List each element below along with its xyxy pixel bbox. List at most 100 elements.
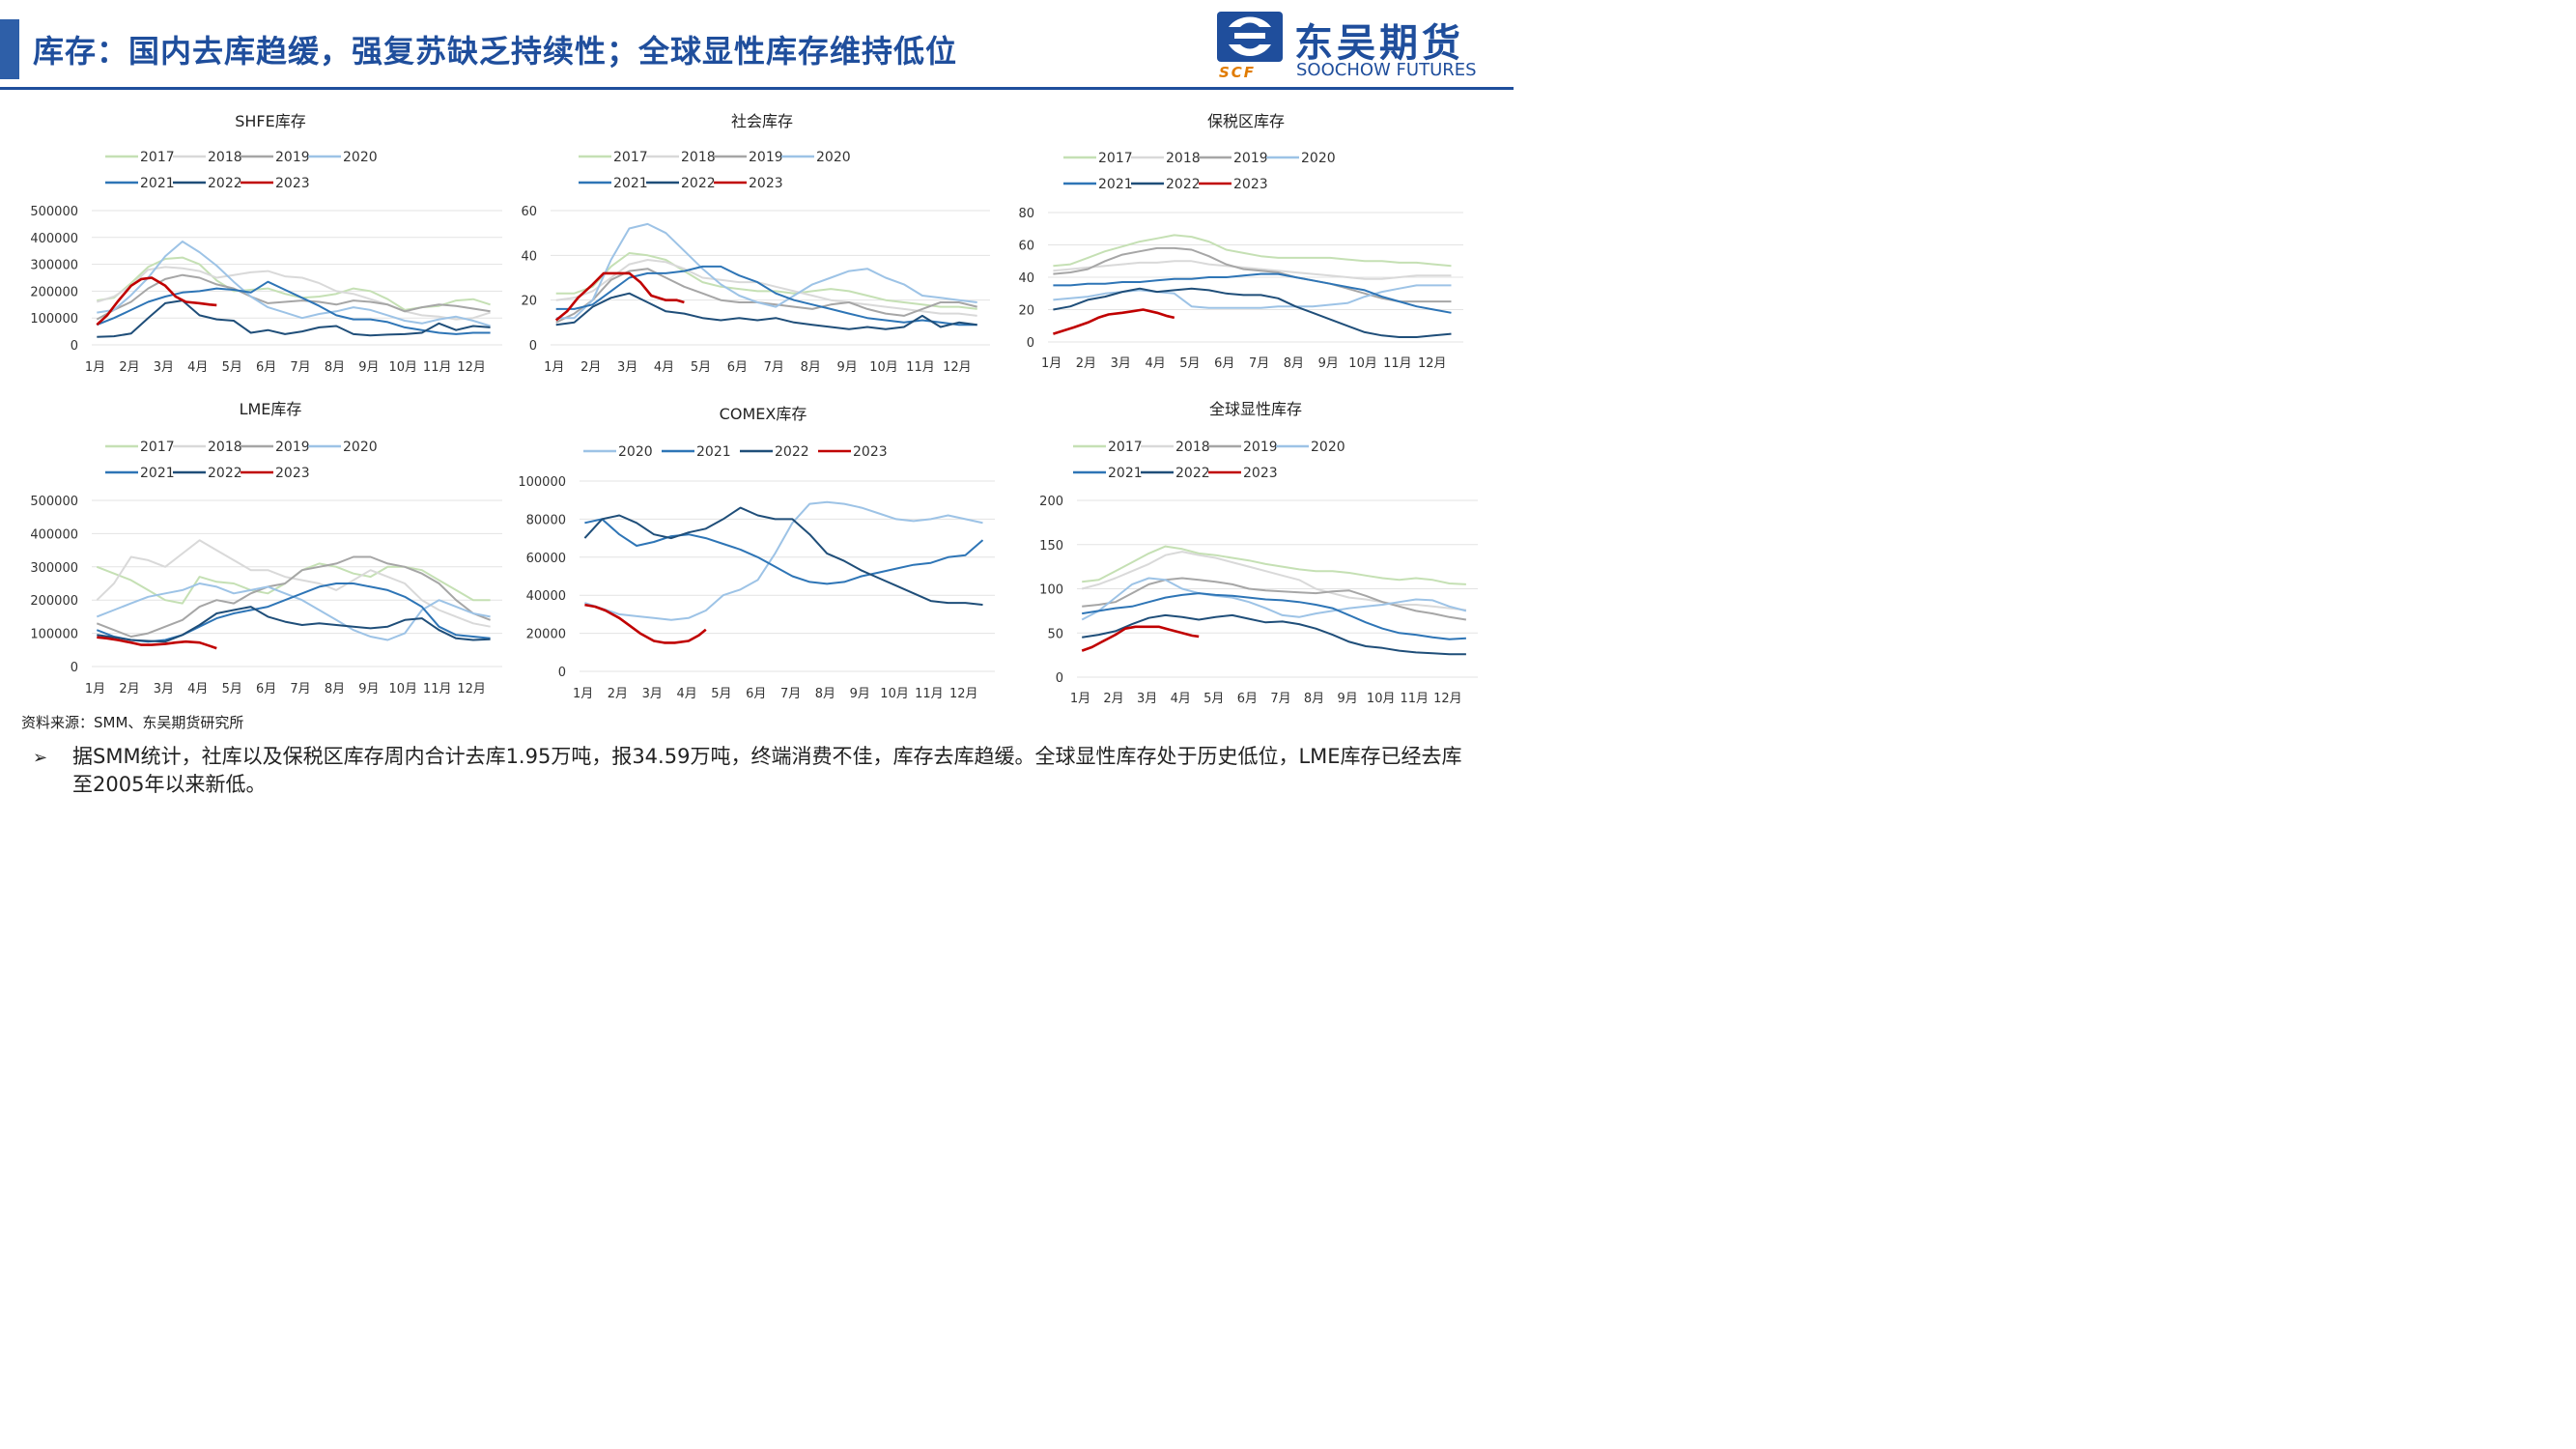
y-tick-label: 0 — [71, 661, 78, 675]
series-line-2022 — [583, 506, 983, 607]
series-line-2020 — [1053, 284, 1452, 309]
chart-title: SHFE库存 — [235, 112, 306, 130]
y-tick-label: 200 — [1039, 495, 1063, 509]
legend-label-2023: 2023 — [1243, 466, 1278, 481]
x-tick-label: 7月 — [1270, 692, 1290, 706]
x-tick-label: 1月 — [573, 687, 593, 701]
series-line-2021 — [96, 582, 491, 643]
x-tick-label: 9月 — [850, 687, 870, 701]
x-tick-label: 8月 — [815, 687, 835, 701]
x-tick-label: 8月 — [325, 360, 345, 375]
y-tick-label: 0 — [558, 666, 566, 680]
chart-lme-inventory: LME库存 2017 2018 2019 2020 2021 2022 2023 0 100000… — [30, 400, 502, 696]
x-tick-label: 4月 — [676, 687, 696, 701]
y-tick-label: 200000 — [30, 594, 78, 609]
y-tick-label: 0 — [529, 339, 537, 354]
header-divider — [0, 87, 1514, 90]
series-line-2022 — [555, 292, 977, 330]
y-tick-label: 500000 — [30, 495, 78, 509]
x-tick-label: 8月 — [325, 682, 345, 696]
x-tick-label: 7月 — [1249, 356, 1269, 371]
chart-social-inventory: 社会库存 2017 2018 2019 2020 2021 2022 2023 0 20 40 60 1… — [521, 112, 990, 375]
y-tick-label: 50 — [1047, 627, 1063, 641]
chart-title: LME库存 — [240, 400, 302, 418]
series-line-2019 — [1053, 246, 1452, 303]
x-tick-label: 2月 — [119, 360, 139, 375]
x-tick-label: 7月 — [764, 360, 784, 375]
legend-label-2018: 2018 — [1166, 151, 1201, 166]
bullet-arrow-icon: ➢ — [33, 748, 48, 768]
series-line-2017 — [1082, 545, 1466, 585]
series-line-2022 — [97, 606, 491, 643]
company-logo: SCF 东吴期货 SOOCHOW FUTURES — [1215, 10, 1505, 85]
y-tick-label: 20000 — [526, 628, 566, 642]
logo-name-cn: 东吴期货 — [1294, 21, 1464, 66]
x-tick-label: 6月 — [256, 682, 276, 696]
y-tick-label: 20 — [1018, 304, 1034, 319]
series-line-2018 — [1053, 260, 1452, 280]
y-tick-label: 60 — [521, 205, 537, 219]
x-tick-label: 3月 — [1137, 692, 1157, 706]
x-tick-label: 11月 — [423, 360, 452, 375]
legend-label-2019: 2019 — [749, 150, 783, 165]
legend-label-2018: 2018 — [208, 440, 242, 455]
x-tick-label: 6月 — [1237, 692, 1258, 706]
legend-label-2021: 2021 — [1108, 466, 1143, 481]
x-tick-label: 5月 — [222, 360, 242, 375]
series-line-2018 — [97, 266, 491, 321]
x-tick-label: 1月 — [544, 360, 564, 375]
legend-label-2021: 2021 — [140, 176, 175, 191]
legend-label-2017: 2017 — [1108, 440, 1143, 455]
x-tick-label: 1月 — [85, 682, 105, 696]
series-line-2023 — [96, 276, 217, 327]
chart-bonded-inventory: 保税区库存 2017 2018 2019 2020 2021 2022 2023 0 20 40 60… — [1018, 112, 1463, 371]
series-line-2021 — [96, 280, 491, 335]
x-tick-label: 12月 — [949, 687, 978, 701]
legend-label-2021: 2021 — [613, 176, 648, 191]
series-line-2020 — [97, 241, 491, 327]
legend-label-2018: 2018 — [681, 150, 716, 165]
series-line-2018 — [555, 259, 977, 317]
x-tick-label: 9月 — [358, 682, 379, 696]
legend-label-2019: 2019 — [275, 150, 310, 165]
scf-logo-icon — [1217, 12, 1283, 62]
y-tick-label: 0 — [1027, 336, 1034, 351]
chart-comex-inventory: COMEX库存 2020 2021 2022 2023 0 20000 40000 60000 8… — [518, 405, 995, 701]
chart-shfe-inventory: SHFE库存 2017 2018 2019 2020 2021 2022 2023 0 10000… — [30, 112, 502, 375]
legend-label-2017: 2017 — [613, 150, 648, 165]
y-tick-label: 300000 — [30, 259, 78, 273]
x-tick-label: 8月 — [1284, 356, 1304, 371]
chart-title: 保税区库存 — [1207, 112, 1285, 130]
y-tick-label: 300000 — [30, 561, 78, 576]
x-tick-label: 11月 — [915, 687, 944, 701]
x-tick-label: 1月 — [1070, 692, 1090, 706]
x-tick-label: 5月 — [222, 682, 242, 696]
legend-label-2020: 2020 — [1311, 440, 1345, 455]
series-line-2018 — [96, 539, 491, 628]
header-accent-bar — [0, 19, 19, 79]
x-tick-label: 10月 — [1367, 692, 1396, 706]
page-title: 库存：国内去库趋缓，强复苏缺乏持续性；全球显性库存维持低位 — [33, 33, 958, 70]
x-tick-label: 9月 — [358, 360, 379, 375]
series-line-2022 — [97, 299, 491, 338]
series-line-2021 — [555, 265, 977, 327]
logo-abbr: SCF — [1219, 64, 1257, 81]
chart-title: 社会库存 — [731, 112, 793, 130]
legend-label-2020: 2020 — [343, 440, 378, 455]
x-tick-label: 12月 — [943, 360, 972, 375]
legend-label-2020: 2020 — [618, 444, 653, 460]
series-line-2021 — [1053, 272, 1452, 314]
x-tick-label: 11月 — [1401, 692, 1430, 706]
legend-label-2022: 2022 — [208, 176, 242, 191]
y-tick-label: 150 — [1039, 539, 1063, 554]
x-tick-label: 6月 — [1214, 356, 1234, 371]
y-tick-label: 400000 — [30, 232, 78, 246]
legend-label-2019: 2019 — [1233, 151, 1268, 166]
y-tick-label: 100000 — [30, 312, 78, 327]
x-tick-label: 4月 — [187, 682, 208, 696]
series-line-2019 — [96, 273, 491, 321]
legend-label-2019: 2019 — [1243, 440, 1278, 455]
x-tick-label: 5月 — [1203, 692, 1224, 706]
y-tick-label: 40 — [1018, 271, 1034, 286]
x-tick-label: 3月 — [1111, 356, 1131, 371]
